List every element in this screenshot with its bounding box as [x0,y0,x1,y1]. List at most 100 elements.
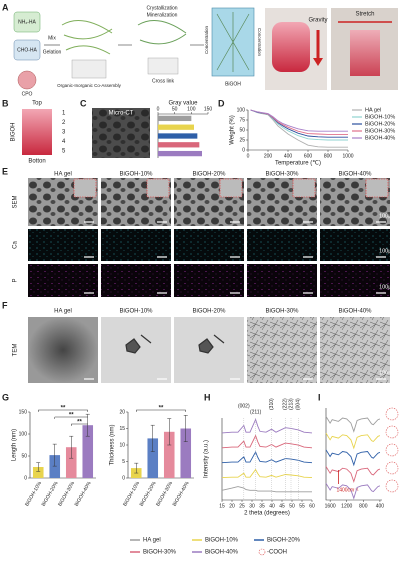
tube-photo [22,109,52,155]
tube-number: 3 [62,130,66,136]
beaker [13,39,41,61]
tem-cluster [198,334,225,354]
bar [32,467,44,478]
x-tick-label: 0 [157,106,160,112]
x-axis-label: Temperature (℃) [275,161,321,167]
label: Concentration [257,28,262,57]
column-header: BiGOH-10% [119,172,153,178]
tem-image [28,317,98,383]
legend-label: BiGOH-30% [143,550,177,556]
column-header: HA gel [54,172,72,178]
bar [82,425,94,478]
label: Gelation [43,49,62,55]
scale-label: 100nm [379,370,396,376]
series-line [221,434,313,449]
legend-label: BiGOH-40% [205,550,239,556]
error-bar [167,418,172,446]
x-tick-label: 40 [269,503,275,509]
y-tick-label: 25 [239,137,245,143]
sig-bracket [71,423,88,426]
y-axis-label: Length (nm) [12,429,18,461]
tem-image [320,317,390,383]
y-tick-label: 20 [119,409,125,415]
x-tick-label: 800 [324,153,333,159]
bar [163,431,175,478]
sig-label: ** [69,413,74,419]
bar [158,150,202,157]
panel-label: G [2,392,9,402]
scale-label: 100μm [379,213,396,219]
peak-label: (222) [283,398,289,410]
label: BiGOH [11,122,17,141]
x-tick-label: BiGOH-40% [74,480,93,507]
micrograph [28,229,98,261]
column-header: BiGOH-20% [192,309,226,315]
panel-label: D [218,98,225,108]
label: Micro-CT [109,111,134,117]
label: NH₂-HA [18,19,36,25]
x-tick-label: 400 [284,153,293,159]
scale-label: 100μm [379,284,396,290]
label: Top [32,101,42,107]
peak-label: (310) [269,398,275,410]
fibers [61,20,113,55]
y-tick-label: 50 [21,453,27,459]
inset [73,178,97,198]
column-header: BiGOH-40% [338,172,372,178]
label: Mix [48,35,56,41]
label: Mineralization [147,12,178,18]
inset [365,178,389,198]
cpo-particle [17,70,37,90]
tube-number: 5 [62,149,66,155]
x-tick-label: 400 [376,503,385,509]
x-tick-label: 0 [247,153,250,159]
legend-label: BiGOH-10% [205,538,239,544]
x-tick-label: BiGOH-40% [172,480,191,507]
bar [158,124,194,130]
column-header: BiGOH-30% [265,172,299,178]
x-tick-label: 50 [172,106,178,112]
x-tick-label: 25 [239,503,245,509]
bar [158,142,200,148]
bar [158,133,198,139]
legend-label: HA gel [143,538,161,544]
y-axis-label: Intensity (a.u.) [204,440,210,478]
chart-title: Gray value [168,101,198,107]
label: Concentration [204,26,209,55]
series-line [325,449,381,467]
peak-label: (002) [238,403,250,409]
x-tick-label: 100 [187,106,196,112]
x-tick-label: 15 [219,503,225,509]
y-tick-label: 150 [19,409,28,415]
micro-ct-texture [92,108,150,158]
tube-number: 2 [62,120,66,126]
series-line [325,466,381,484]
tube-number: 4 [62,139,66,145]
y-tick-label: 75 [239,117,245,123]
panel-label: H [204,392,211,402]
series-line [325,483,381,500]
inset [219,178,243,198]
x-tick-label: 20 [229,503,235,509]
legend-label: BiGOH-20% [365,121,395,127]
y-axis-label: Weight (%) [230,115,236,145]
legend-label: BiGOH-20% [267,538,301,544]
sig-label: ** [159,406,164,412]
fibers [137,20,187,45]
error-bar [69,435,74,459]
panel-label: F [2,300,8,310]
row-label: P [13,278,19,282]
scale-label: 100μm [379,248,396,254]
gel-photo [350,30,380,76]
schematic [13,7,398,90]
y-tick-label: 100 [237,107,246,113]
x-tick-label: 600 [304,153,313,159]
micrograph [174,264,244,297]
tem-image [247,317,317,383]
column-header: BiGOH-30% [265,309,299,315]
x-tick-label: 45 [279,503,285,509]
x-tick-label: 55 [299,503,305,509]
x-axis-label: 2 theta (degrees) [244,511,290,517]
label: Cross link [152,78,174,84]
